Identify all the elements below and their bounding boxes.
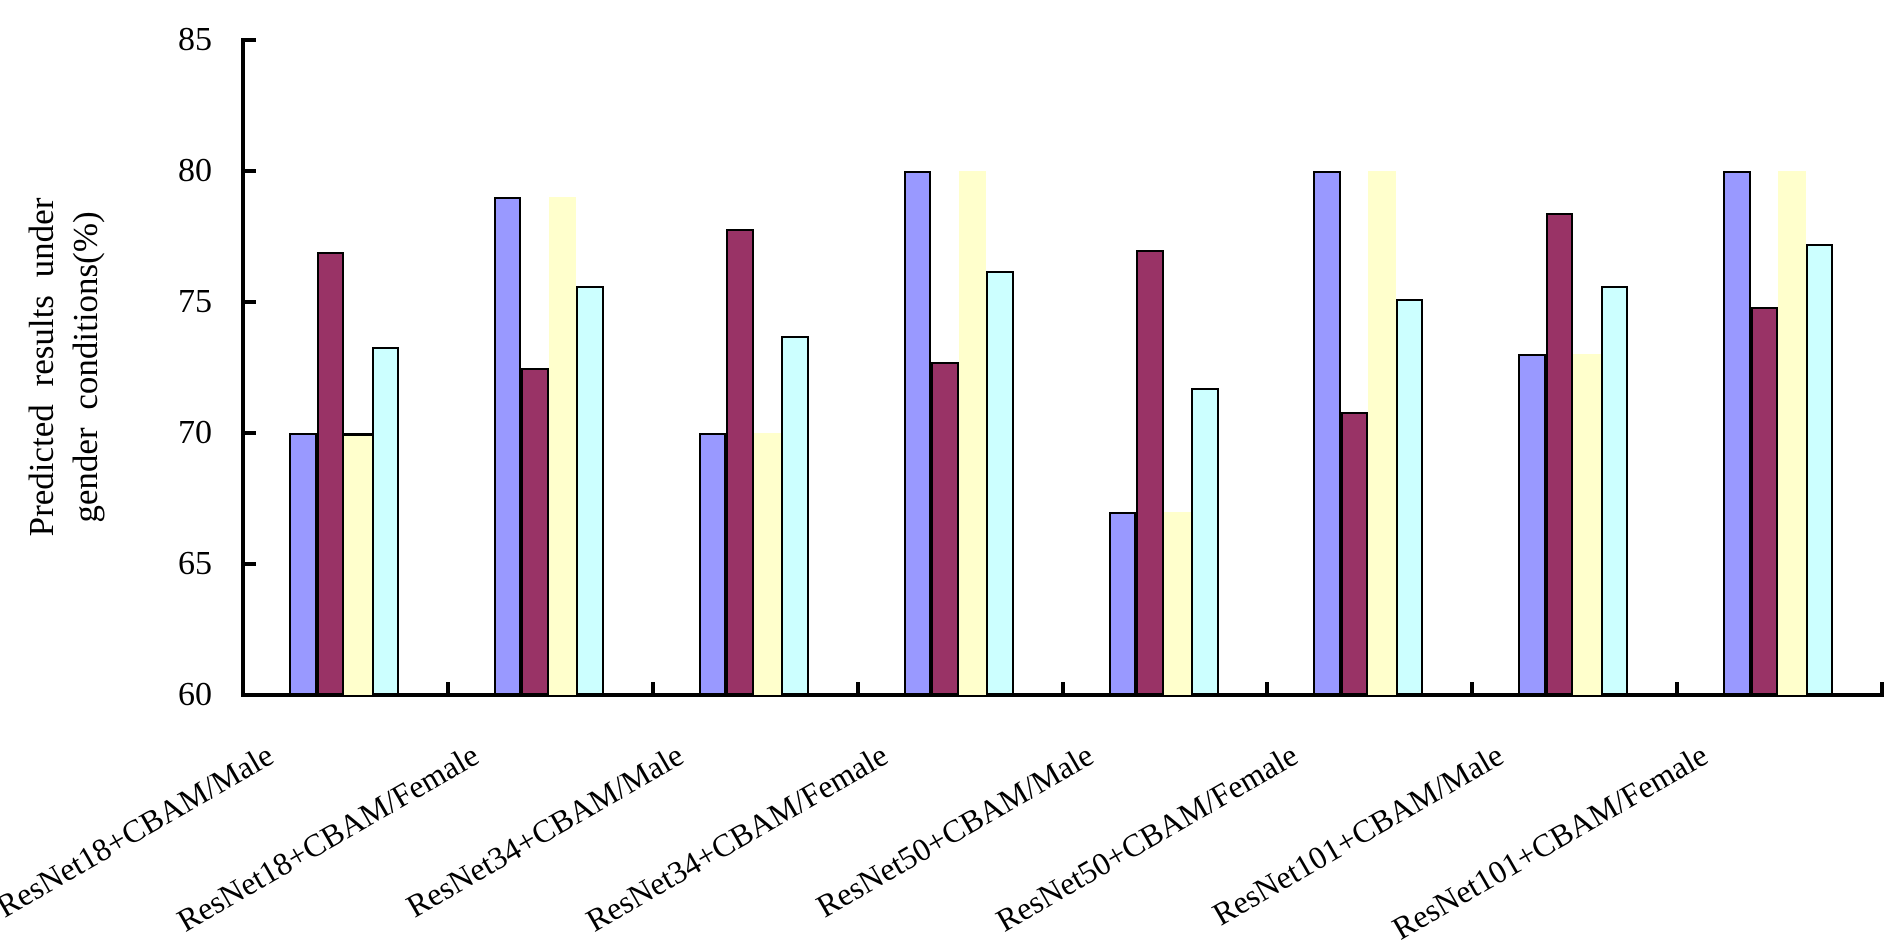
bar-series-1-group6: [1313, 171, 1341, 695]
bar-series-4-group2: [576, 286, 604, 695]
bar-series-3-group3: [753, 433, 782, 695]
y-tick-label: 80: [178, 152, 212, 189]
bar-series-2-group8: [1750, 307, 1779, 695]
y-tick-label: 85: [178, 21, 212, 58]
bar-series-2-group5: [1136, 249, 1164, 695]
x-tick-mark: [1675, 682, 1680, 693]
y-axis-line: [241, 38, 245, 697]
bar-series-1-group2: [493, 197, 522, 695]
bar-series-3-group6: [1368, 171, 1396, 695]
bar-series-3-group4: [958, 171, 987, 695]
bar-series-4-group5: [1191, 388, 1219, 695]
x-axis-line: [241, 693, 1884, 697]
bar-series-2-group7: [1545, 212, 1574, 695]
bar-series-2-group3: [726, 228, 754, 695]
y-tick-mark: [245, 169, 256, 173]
y-tick-label: 70: [178, 414, 212, 451]
y-tick-mark: [245, 300, 256, 304]
bar-series-3-group2: [548, 197, 577, 695]
y-axis-title: Predicted results under gender condition…: [20, 198, 108, 537]
y-tick-label: 60: [178, 676, 212, 713]
bar-series-4-group1: [371, 346, 399, 695]
bar-series-3-group8: [1778, 171, 1806, 695]
x-tick-mark: [855, 682, 860, 693]
x-tick-mark: [1265, 682, 1270, 693]
bar-series-2-group2: [521, 367, 549, 695]
bar-series-1-group4: [903, 171, 932, 695]
bar-series-2-group1: [316, 252, 344, 695]
bar-series-2-group4: [931, 362, 959, 695]
bar-series-1-group5: [1108, 511, 1136, 695]
y-tick-label: 65: [178, 545, 212, 582]
bar-series-2-group6: [1340, 412, 1369, 695]
bar-series-4-group7: [1600, 286, 1629, 695]
y-axis-title-line2: gender conditions(%): [66, 211, 105, 523]
bar-series-1-group3: [698, 433, 727, 695]
y-tick-mark: [245, 38, 256, 42]
y-tick-label: 75: [178, 283, 212, 320]
bar-series-4-group8: [1805, 244, 1834, 695]
x-tick-mark: [1880, 682, 1884, 693]
bar-series-1-group7: [1518, 354, 1546, 695]
bar-series-1-group1: [289, 433, 317, 695]
bar-series-4-group4: [986, 270, 1014, 695]
bar-series-1-group8: [1723, 171, 1751, 695]
y-tick-mark: [245, 562, 256, 566]
x-tick-mark: [1470, 682, 1475, 693]
bar-series-4-group3: [781, 336, 809, 695]
y-tick-mark: [245, 431, 256, 435]
x-tick-mark: [1060, 682, 1065, 693]
bar-series-4-group6: [1395, 299, 1424, 695]
x-tick-mark: [650, 682, 655, 693]
x-tick-mark: [445, 682, 450, 693]
bar-series-3-group5: [1163, 511, 1191, 695]
bar-series-3-group1: [344, 433, 372, 695]
y-axis-title-line1: Predicted results under: [22, 197, 61, 537]
bar-series-3-group7: [1573, 354, 1601, 695]
